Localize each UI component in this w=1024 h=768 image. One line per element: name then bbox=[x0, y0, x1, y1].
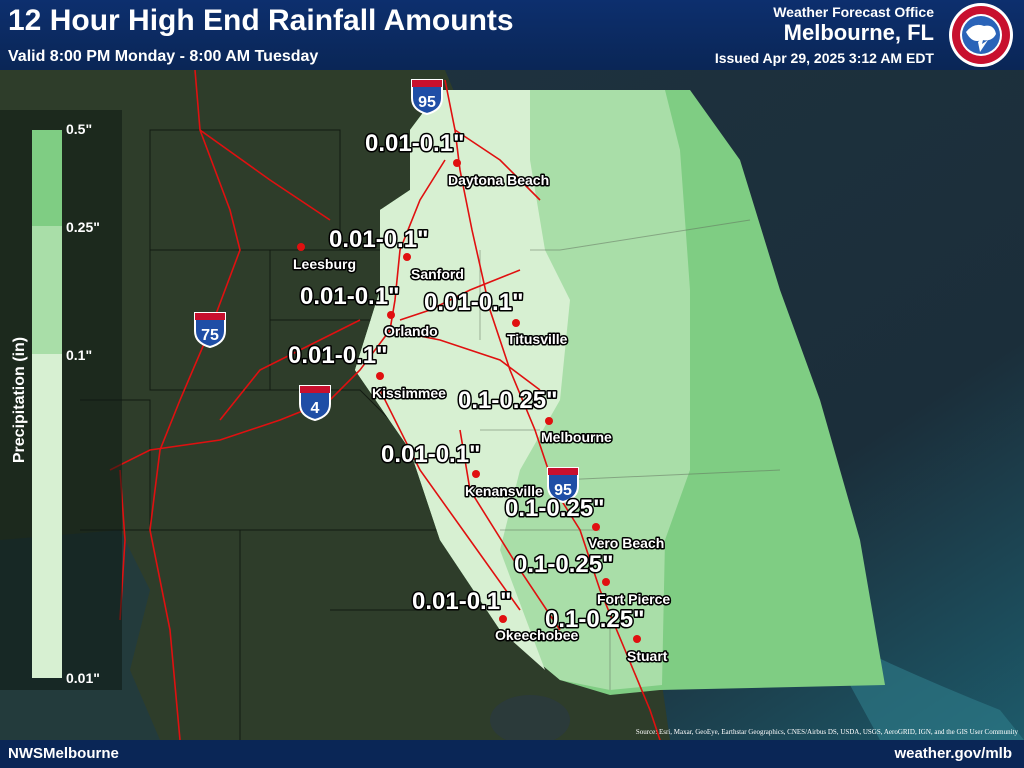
i95-label: 95 bbox=[554, 482, 572, 499]
valid-period: Valid 8:00 PM Monday - 8:00 AM Tuesday bbox=[8, 48, 319, 65]
city-dot bbox=[499, 615, 507, 623]
i95-label: 95 bbox=[418, 94, 436, 111]
legend-swatch-0.1-0.25 bbox=[32, 226, 62, 354]
amount-label: 0.1-0.25" bbox=[545, 606, 644, 633]
city-label: Stuart bbox=[627, 648, 668, 664]
issued-time: Issued Apr 29, 2025 3:12 AM EDT bbox=[714, 50, 934, 66]
amount-label: 0.01-0.1" bbox=[424, 289, 523, 316]
city-label: Fort Pierce bbox=[597, 591, 670, 607]
city-dot bbox=[403, 253, 411, 261]
highways bbox=[109, 70, 661, 740]
city-dot bbox=[592, 523, 600, 531]
city-dot bbox=[472, 470, 480, 478]
amount-label: 0.01-0.1" bbox=[329, 226, 428, 253]
city-label: Okeechobee bbox=[495, 627, 578, 643]
legend-tick: 0.1" bbox=[66, 347, 92, 363]
city-dot bbox=[387, 311, 395, 319]
footer-bar: NWSMelbourne weather.gov/mlb bbox=[0, 740, 1024, 768]
rainfall-map: 95 75 4 95 Daytona Beach Leesburg Sanfor… bbox=[0, 70, 1024, 740]
city-dot bbox=[602, 578, 610, 586]
city-label: Leesburg bbox=[293, 256, 356, 272]
legend-axis-label: Precipitation (in) bbox=[11, 337, 28, 463]
map-source-credit: Source: Esri, Maxar, GeoEye, Earthstar G… bbox=[636, 728, 1019, 736]
city-label: Melbourne bbox=[541, 429, 612, 445]
page-title: 12 Hour High End Rainfall Amounts bbox=[8, 4, 514, 37]
city-markers bbox=[297, 159, 641, 643]
footer-website: weather.gov/mlb bbox=[894, 745, 1012, 762]
precip-zone-0.01-0.1 bbox=[355, 90, 570, 670]
amount-label: 0.01-0.1" bbox=[288, 342, 387, 369]
amount-label: 0.1-0.25" bbox=[458, 387, 557, 414]
city-dot bbox=[545, 417, 553, 425]
office-name: Melbourne, FL bbox=[783, 20, 934, 45]
city-dot bbox=[376, 372, 384, 380]
city-label: Kissimmee bbox=[372, 385, 446, 401]
office-label: Weather Forecast Office bbox=[773, 4, 934, 20]
i95-shield-south: 95 bbox=[547, 467, 579, 504]
legend-tick: 0.5" bbox=[66, 121, 92, 137]
i95-shield-north: 95 bbox=[411, 79, 443, 116]
i75-label: 75 bbox=[201, 327, 219, 344]
i4-label: 4 bbox=[311, 400, 320, 417]
legend-swatch-0.25-0.5 bbox=[32, 130, 62, 226]
legend-swatch-0.01-0.1 bbox=[32, 354, 62, 678]
i4-shield: 4 bbox=[299, 385, 331, 422]
legend-tick: 0.01" bbox=[66, 670, 100, 686]
city-label: Kenansville bbox=[465, 483, 543, 499]
city-dot bbox=[633, 635, 641, 643]
city-label: Orlando bbox=[384, 323, 438, 339]
city-dot bbox=[512, 319, 520, 327]
amount-label: 0.1-0.25" bbox=[514, 551, 613, 578]
lake-okeechobee bbox=[490, 695, 570, 740]
city-label: Vero Beach bbox=[588, 535, 664, 551]
amount-label: 0.01-0.1" bbox=[365, 130, 464, 157]
amount-label: 0.01-0.1" bbox=[412, 588, 511, 615]
footer-handle: NWSMelbourne bbox=[8, 745, 119, 762]
legend: 0.5" 0.25" 0.1" 0.01" Precipitation (in) bbox=[0, 110, 122, 690]
coastal-county-lines bbox=[479, 219, 781, 690]
amount-label: 0.1-0.25" bbox=[505, 495, 604, 522]
city-label: Daytona Beach bbox=[448, 172, 549, 188]
nws-logo-icon bbox=[949, 3, 1013, 67]
city-dot bbox=[453, 159, 461, 167]
city-label: Sanford bbox=[411, 266, 464, 282]
city-labels: Daytona Beach Leesburg Sanford Orlando T… bbox=[292, 171, 672, 666]
city-dot bbox=[297, 243, 305, 251]
legend-tick: 0.25" bbox=[66, 219, 100, 235]
header-bar: 12 Hour High End Rainfall Amounts Valid … bbox=[0, 0, 1024, 70]
amount-label: 0.01-0.1" bbox=[381, 441, 480, 468]
i75-shield: 75 bbox=[194, 312, 226, 349]
amount-labels: 0.01-0.1" 0.01-0.1" 0.01-0.1" 0.01-0.1" … bbox=[287, 129, 646, 635]
amount-label: 0.01-0.1" bbox=[300, 283, 399, 310]
city-label: Titusville bbox=[507, 331, 568, 347]
